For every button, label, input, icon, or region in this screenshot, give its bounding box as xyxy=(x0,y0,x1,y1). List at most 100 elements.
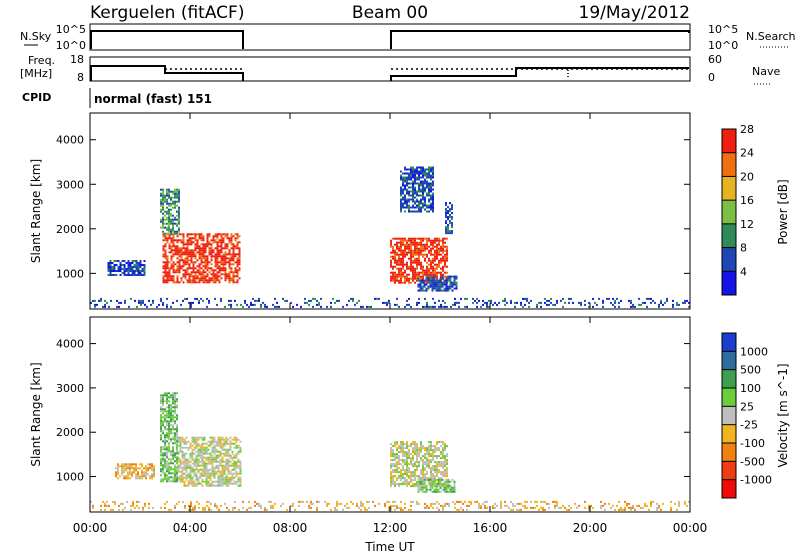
power-cell xyxy=(117,260,120,262)
velocity-cell xyxy=(233,436,236,439)
velocity-cell xyxy=(168,462,170,465)
velocity-cell xyxy=(185,466,188,469)
velocity-cell xyxy=(166,398,168,401)
velocity-cell xyxy=(185,462,188,465)
power-cell xyxy=(98,299,100,302)
velocity-cell xyxy=(406,483,408,486)
power-cell xyxy=(406,178,408,181)
power-cell xyxy=(190,239,193,242)
power-cell xyxy=(216,233,219,236)
power-cell xyxy=(172,277,175,280)
velocity-cell xyxy=(179,450,182,453)
velocity-cell xyxy=(203,448,206,451)
power-cell xyxy=(392,265,394,268)
velocity-cell xyxy=(210,502,212,505)
power-cell xyxy=(394,277,396,280)
power-cell xyxy=(186,245,189,248)
velocity-cell xyxy=(227,484,230,487)
velocity-cell xyxy=(560,506,562,509)
power-cell xyxy=(170,255,173,258)
velocity-cell xyxy=(442,457,444,460)
power-cell xyxy=(432,176,434,179)
power-cell xyxy=(449,222,451,225)
power-cell xyxy=(412,170,414,173)
velocity-cell xyxy=(195,450,198,453)
power-cell xyxy=(168,247,171,250)
velocity-cell xyxy=(420,447,422,450)
power-cell xyxy=(410,210,412,213)
power-cell xyxy=(434,255,436,258)
velocity-cell xyxy=(144,502,146,505)
velocity-cell xyxy=(223,440,226,443)
velocity-cell xyxy=(168,414,170,417)
velocity-cell xyxy=(239,446,242,449)
power-cell xyxy=(422,265,424,268)
power-cell xyxy=(182,281,185,284)
velocity-cell xyxy=(119,475,121,478)
power-cell xyxy=(394,253,396,256)
velocity-colorbar-segment xyxy=(722,424,736,444)
velocity-cell xyxy=(394,445,396,448)
power-cell xyxy=(115,274,118,276)
power-cell xyxy=(490,299,492,302)
velocity-cell xyxy=(402,461,404,464)
power-cell xyxy=(168,216,170,219)
velocity-cell xyxy=(162,416,164,419)
velocity-cell xyxy=(174,460,176,463)
power-cell xyxy=(410,170,412,173)
velocity-cell xyxy=(166,460,168,463)
power-cell xyxy=(556,299,558,302)
power-cell xyxy=(162,267,165,270)
power-cell xyxy=(422,188,424,191)
velocity-cell xyxy=(189,456,192,459)
power-cell xyxy=(398,261,400,264)
power-cell xyxy=(442,249,444,252)
velocity-cell xyxy=(219,460,222,463)
power-cell xyxy=(178,271,181,274)
velocity-cell xyxy=(193,484,196,487)
power-cell xyxy=(455,287,458,290)
velocity-cell xyxy=(408,469,410,472)
velocity-cell xyxy=(160,414,162,417)
velocity-cell xyxy=(162,480,164,483)
power-cell xyxy=(172,267,175,270)
velocity-cell xyxy=(674,502,676,505)
power-cell xyxy=(176,200,178,203)
velocity-cell xyxy=(141,471,143,474)
velocity-cell xyxy=(183,480,186,483)
velocity-cell xyxy=(209,462,212,465)
power-cell xyxy=(404,180,406,183)
velocity-cell xyxy=(425,490,428,493)
power-cell xyxy=(410,257,412,260)
velocity-cell xyxy=(362,504,364,507)
power-cell xyxy=(414,267,416,270)
power-cell xyxy=(170,222,172,225)
velocity-cell xyxy=(160,460,162,463)
velocity-cell xyxy=(176,404,178,407)
power-cell xyxy=(420,182,422,185)
velocity-cell xyxy=(398,459,400,462)
velocity-cell xyxy=(174,416,176,419)
power-cell xyxy=(124,301,126,304)
power-cell xyxy=(445,281,448,284)
velocity-cell xyxy=(142,506,144,509)
velocity-cell xyxy=(141,473,143,476)
power-cell xyxy=(139,266,142,268)
power-cell xyxy=(444,261,446,264)
power-cell xyxy=(310,299,312,302)
power-cell xyxy=(222,261,225,264)
power-cell xyxy=(418,243,420,246)
power-cell xyxy=(568,297,570,300)
power-cell xyxy=(430,174,432,177)
power-cell xyxy=(164,194,166,197)
power-cell xyxy=(439,289,442,292)
power-cell xyxy=(166,228,168,231)
velocity-cell xyxy=(176,416,178,419)
power-cell xyxy=(330,301,332,304)
power-cell xyxy=(440,259,442,262)
velocity-cell xyxy=(438,508,440,511)
velocity-cell xyxy=(412,473,414,476)
velocity-cell xyxy=(392,459,394,462)
power-cell xyxy=(228,265,231,268)
velocity-cell xyxy=(174,420,176,423)
